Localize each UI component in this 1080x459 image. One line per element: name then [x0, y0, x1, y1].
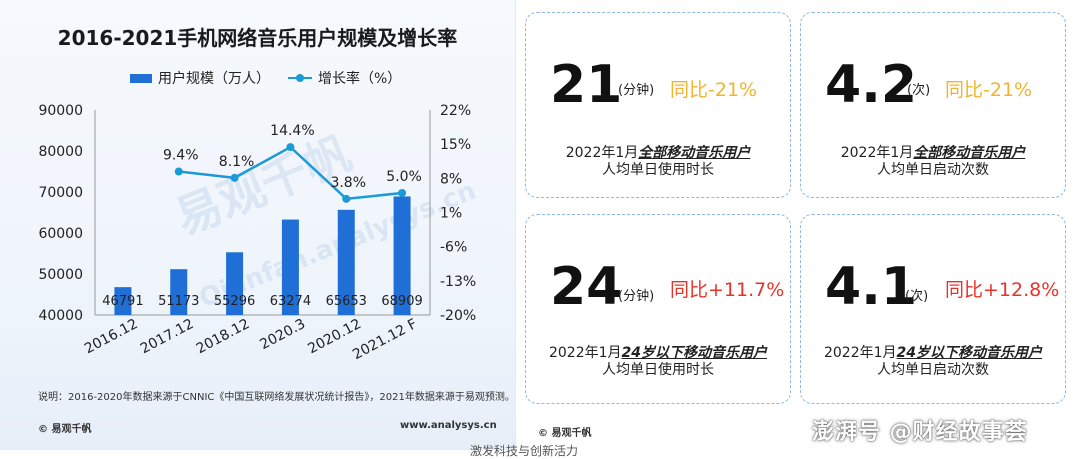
growth-point: [342, 194, 351, 203]
bar-value-label: 51173: [158, 294, 199, 309]
stat-desc-prefix: 2022年1月: [840, 145, 914, 161]
bar-value-label: 55296: [214, 294, 255, 309]
stat-value: 24: [550, 257, 623, 317]
growth-value-label: 14.4%: [270, 123, 314, 139]
stat-value: 4.1: [825, 257, 918, 317]
x-tick-label: 2016.12: [82, 316, 141, 357]
growth-value-label: 3.8%: [330, 175, 366, 191]
legend-line-swatch: [288, 73, 312, 83]
y-tick-label-left: 70000: [38, 185, 83, 201]
bar: [337, 209, 355, 315]
stat-card-4: 4.1 (次) 同比+12.8% 2022年1月24岁以下移动音乐用户 人均单日…: [800, 214, 1066, 404]
stat-unit: (分钟): [618, 83, 655, 98]
chart-panel: 易观千帆 Qianfan.analysys.cn: [0, 0, 515, 450]
stat-desc-line1: 2022年1月全部移动音乐用户: [526, 145, 790, 162]
stat-desc-line1: 2022年1月全部移动音乐用户: [801, 145, 1065, 162]
growth-value-label: 5.0%: [386, 169, 422, 185]
legend-bar-swatch: [130, 73, 152, 83]
stat-card-3: 24 (分钟) 同比+11.7% 2022年1月24岁以下移动音乐用户 人均单日…: [525, 214, 791, 404]
legend-item-users: 用户规模（万人）: [130, 68, 270, 88]
legend-item-growth: 增长率（%）: [288, 68, 401, 88]
bar-value-label: 65653: [326, 294, 367, 309]
stat-desc-emphasis: 全部移动音乐用户: [913, 145, 1026, 161]
x-tick-label: 2017.12: [138, 316, 197, 357]
stat-desc-emphasis: 全部移动音乐用户: [638, 145, 751, 161]
bar-value-label: 68909: [381, 294, 422, 309]
x-tick-label: 2021.12 F: [350, 316, 420, 363]
stat-yoy: 同比-21%: [945, 79, 1033, 101]
y-tick-label-left: 50000: [38, 267, 83, 283]
growth-point: [286, 143, 295, 152]
chart-brand: © 易观千帆: [38, 424, 92, 435]
stat-value: 4.2: [825, 55, 918, 115]
stat-yoy: 同比-21%: [670, 79, 758, 101]
y-tick-label-left: 80000: [38, 144, 83, 160]
stat-desc-emphasis: 24岁以下移动音乐用户: [896, 345, 1043, 361]
stat-description: 2022年1月全部移动音乐用户 人均单日启动次数: [801, 145, 1065, 179]
stat-desc-line2: 人均单日使用时长: [602, 162, 714, 178]
stat-desc-line2: 人均单日启动次数: [877, 362, 989, 378]
bar: [226, 252, 244, 315]
x-tick-label: 2018.12: [194, 316, 253, 357]
legend-label-users: 用户规模（万人）: [158, 71, 270, 87]
growth-value-label: 9.4%: [163, 148, 199, 164]
stat-description: 2022年1月24岁以下移动音乐用户 人均单日启动次数: [801, 345, 1065, 379]
growth-point: [174, 167, 183, 176]
stat-desc-line2: 人均单日启动次数: [877, 162, 989, 178]
growth-line: [178, 145, 403, 201]
chart-url: www.analysys.cn: [400, 420, 497, 431]
stat-desc-line1: 2022年1月24岁以下移动音乐用户: [526, 345, 790, 362]
bar: [281, 219, 299, 315]
panel-divider: [515, 0, 516, 450]
stat-desc-line2: 人均单日使用时长: [602, 362, 714, 378]
stat-description: 2022年1月全部移动音乐用户 人均单日使用时长: [526, 145, 790, 179]
y-tick-label-right: -13%: [440, 274, 476, 290]
stat-description: 2022年1月24岁以下移动音乐用户 人均单日使用时长: [526, 345, 790, 379]
y-tick-label-right: 8%: [440, 171, 462, 187]
legend-label-growth: 增长率（%）: [318, 71, 402, 87]
growth-value-label: 8.1%: [219, 154, 255, 170]
stat-unit: (分钟): [618, 289, 655, 304]
chart-plot: 40000 50000 60000 70000 80000 90000 -20% -13% -6…: [38, 103, 476, 363]
stat-unit: (次): [905, 289, 929, 304]
chart-legend: 用户规模（万人） 增长率（%）: [130, 68, 401, 88]
stat-value: 21: [550, 55, 623, 115]
y-tick-label-left: 90000: [38, 103, 83, 119]
x-tick-label: 2020.3: [257, 316, 308, 353]
chart-source-note: 说明：2016-2020年数据来源于CNNIC《中国互联网络发展状况统计报告》，…: [38, 392, 515, 403]
y-tick-label-right: 1%: [440, 206, 462, 222]
y-tick-label-right: -6%: [440, 240, 467, 256]
y-tick-label-right: 22%: [440, 103, 471, 119]
stat-yoy: 同比+12.8%: [945, 279, 1060, 301]
growth-point: [230, 173, 239, 182]
y-tick-label-right: -20%: [440, 308, 476, 324]
stat-yoy: 同比+11.7%: [670, 279, 785, 301]
growth-point: [398, 188, 407, 197]
bottom-caption: 激发科技与创新活力: [470, 444, 579, 458]
bar: [170, 269, 188, 315]
stat-desc-prefix: 2022年1月: [548, 345, 622, 361]
stat-desc-line1: 2022年1月24岁以下移动音乐用户: [801, 345, 1065, 362]
right-brand: © 易观千帆: [538, 428, 592, 439]
bar-value-label: 46791: [102, 294, 143, 309]
stat-card-2: 4.2 (次) 同比-21% 2022年1月全部移动音乐用户 人均单日启动次数: [800, 12, 1066, 198]
stat-unit: (次): [907, 83, 931, 98]
stat-desc-emphasis: 24岁以下移动音乐用户: [621, 345, 768, 361]
y-tick-label-right: 15%: [440, 137, 471, 153]
stat-desc-prefix: 2022年1月: [823, 345, 897, 361]
y-tick-label-left: 40000: [38, 308, 83, 324]
chart-title: 2016-2021手机网络音乐用户规模及增长率: [57, 26, 458, 50]
stat-card-1: 21 (分钟) 同比-21% 2022年1月全部移动音乐用户 人均单日使用时长: [525, 12, 791, 198]
stat-desc-prefix: 2022年1月: [565, 145, 639, 161]
footer-credit: 澎湃号 @财经故事荟: [812, 420, 1028, 445]
y-tick-label-left: 60000: [38, 226, 83, 242]
bar: [114, 287, 132, 315]
bar-value-label: 63274: [270, 294, 311, 309]
bar: [393, 196, 411, 315]
